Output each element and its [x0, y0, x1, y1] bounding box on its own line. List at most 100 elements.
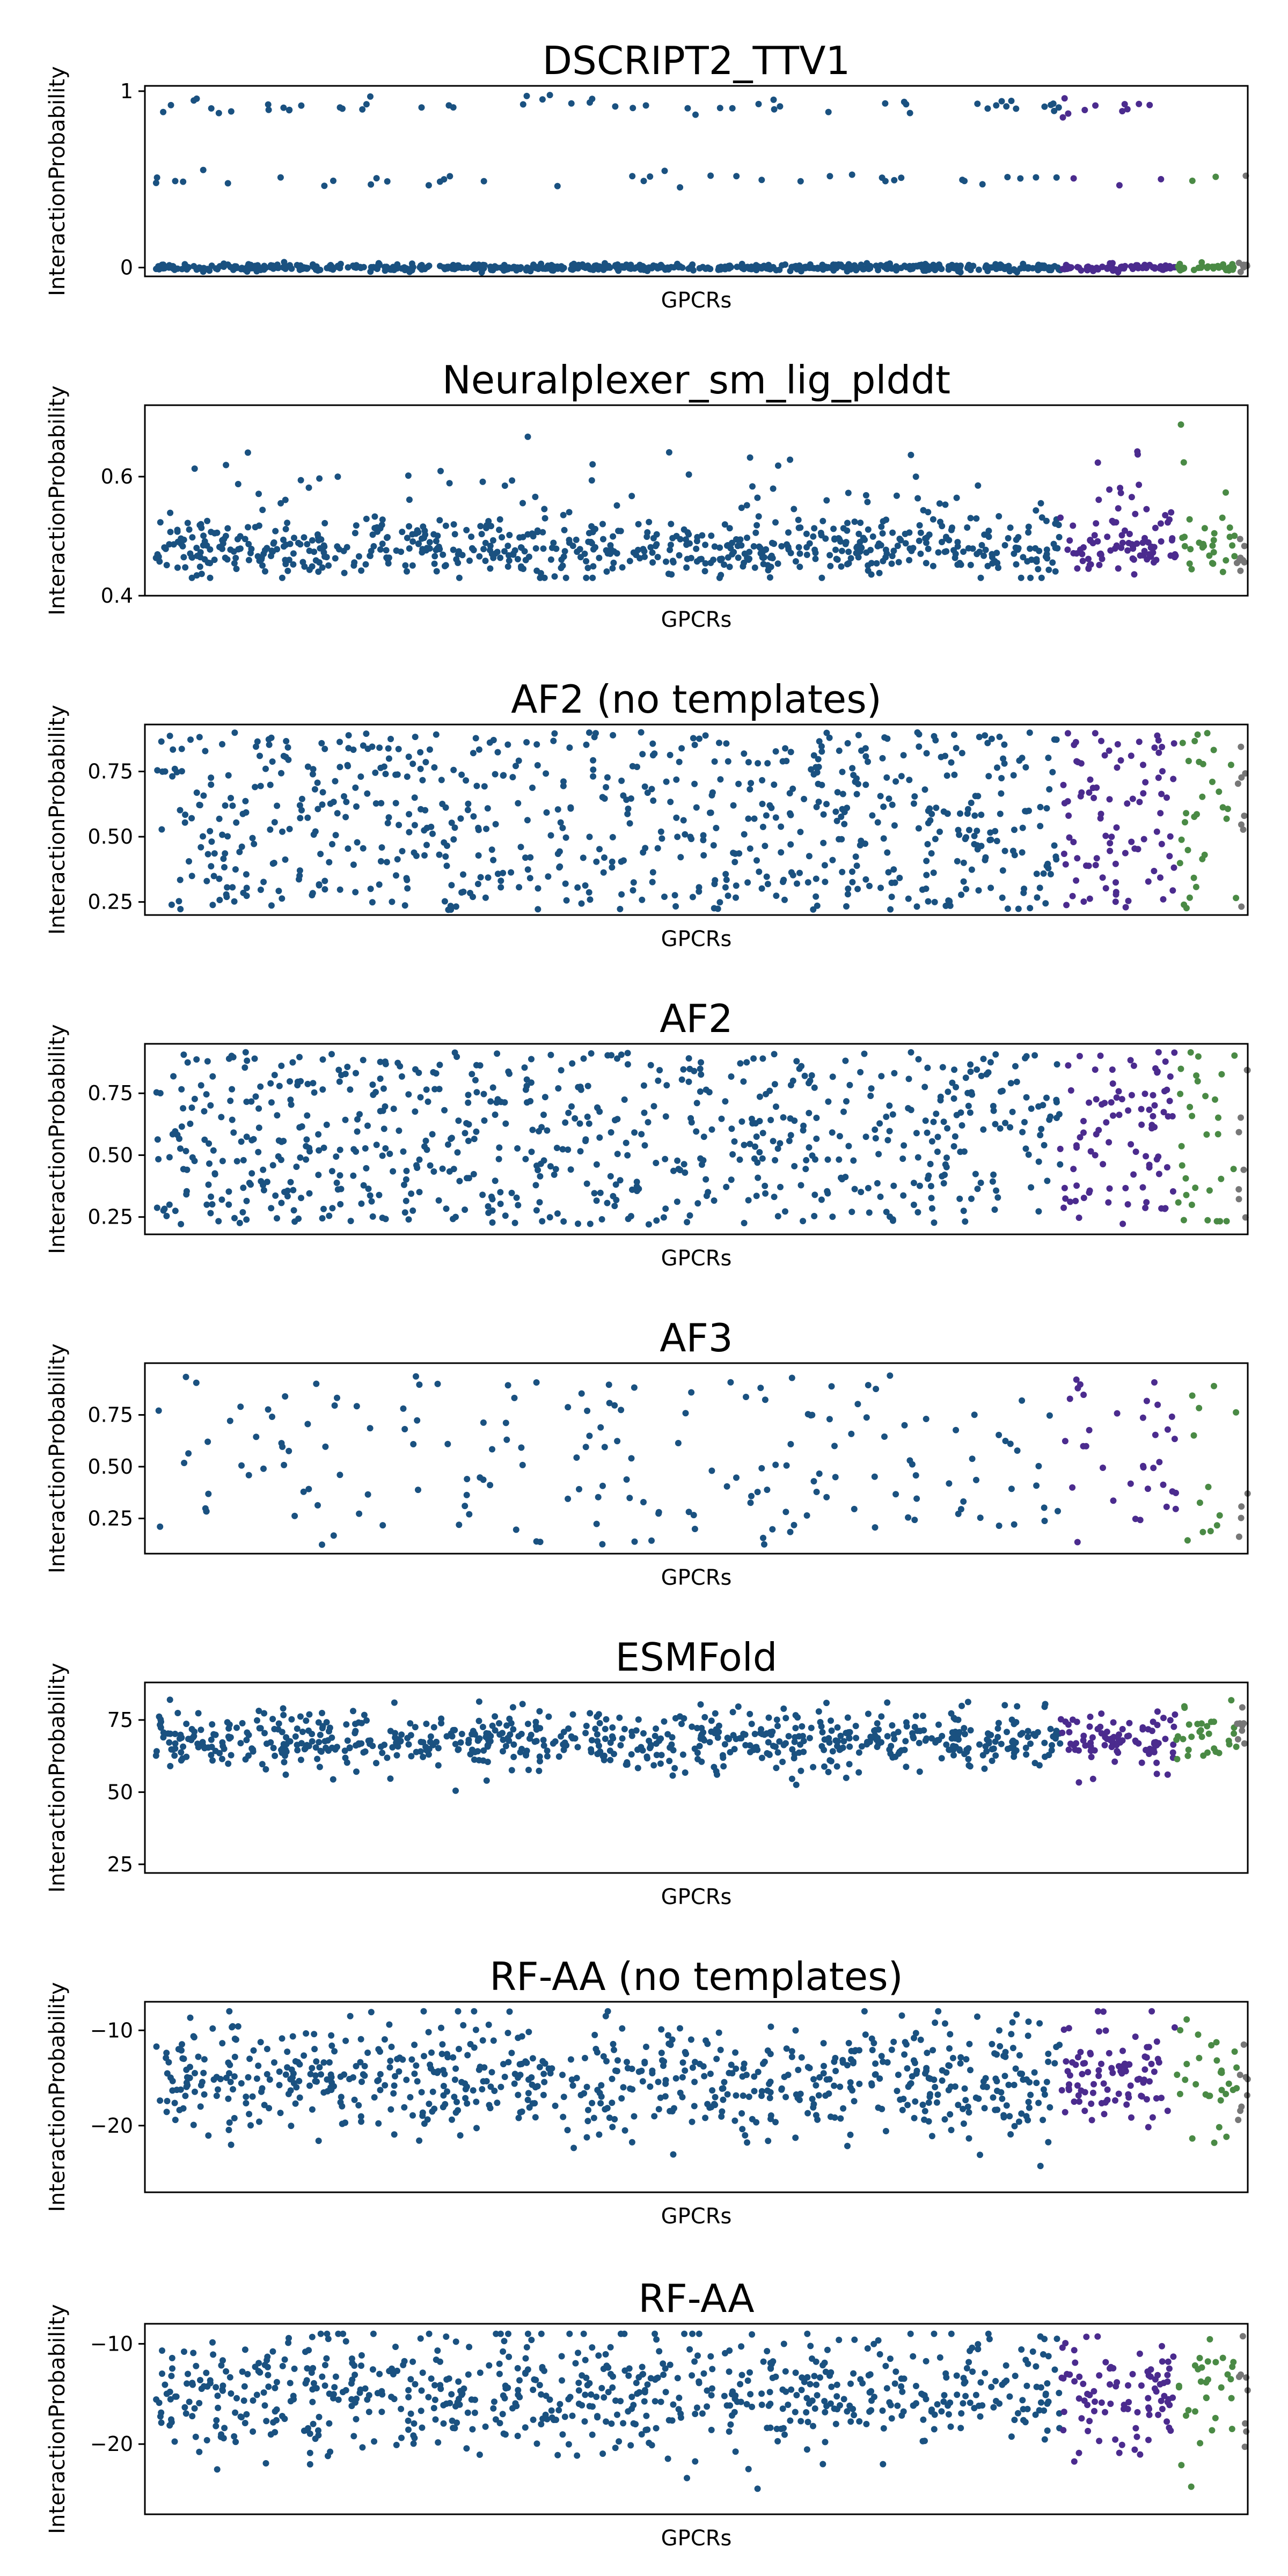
data-point: [733, 894, 739, 901]
data-point: [458, 2079, 465, 2085]
data-point: [626, 820, 633, 827]
data-point: [226, 1417, 233, 1424]
data-point: [777, 103, 784, 110]
data-point: [420, 2008, 427, 2015]
data-point: [799, 1723, 806, 1730]
data-point: [610, 1735, 617, 1742]
data-point: [816, 2074, 823, 2081]
data-point: [601, 854, 608, 861]
data-point: [982, 546, 989, 553]
data-point: [330, 1532, 337, 1539]
data-point: [283, 1734, 290, 1741]
data-point: [392, 2073, 398, 2080]
data-point: [406, 268, 413, 275]
data-point: [683, 564, 690, 571]
data-point: [889, 529, 896, 536]
data-point: [968, 800, 975, 806]
data-point: [917, 550, 924, 557]
data-point: [228, 1752, 235, 1759]
data-point: [575, 1084, 582, 1091]
data-point: [379, 1750, 386, 1757]
data-point: [343, 1759, 350, 1766]
data-point: [1091, 532, 1098, 539]
data-point: [1130, 1171, 1137, 1178]
data-point: [264, 1740, 270, 1747]
data-point: [487, 2105, 494, 2112]
data-point: [504, 1735, 511, 1741]
data-point: [604, 550, 611, 557]
data-point: [292, 1733, 299, 1740]
data-point: [649, 879, 656, 885]
data-point: [154, 1136, 161, 1143]
data-point: [1011, 1521, 1018, 1528]
data-point: [744, 264, 751, 271]
data-point: [367, 552, 374, 559]
data-point: [545, 1713, 552, 1720]
data-point: [269, 262, 276, 269]
data-point: [252, 1093, 259, 1100]
data-point: [391, 2131, 398, 2138]
data-point: [662, 2077, 669, 2084]
data-point: [347, 1086, 354, 1093]
data-point: [1191, 737, 1198, 744]
data-point: [1109, 1066, 1116, 1073]
data-point: [922, 267, 929, 274]
data-point: [609, 1724, 616, 1731]
y-tick-label: 0.75: [87, 1081, 133, 1105]
data-point: [937, 1097, 944, 1104]
data-point: [693, 538, 700, 545]
data-point: [1231, 1730, 1238, 1737]
data-point: [490, 737, 497, 743]
data-point: [1050, 1733, 1057, 1740]
data-point: [641, 266, 648, 273]
data-point: [818, 748, 825, 755]
data-point: [731, 2117, 738, 2124]
data-point: [383, 547, 390, 554]
data-point: [243, 2094, 250, 2100]
data-point: [947, 2111, 954, 2118]
data-point: [743, 1059, 750, 1066]
data-point: [1002, 1119, 1009, 1126]
data-point: [719, 1752, 726, 1759]
data-point: [927, 1183, 934, 1190]
data-point: [238, 843, 245, 850]
data-point: [452, 2065, 459, 2072]
data-point: [252, 784, 259, 791]
data-point: [748, 1115, 755, 1122]
data-point: [539, 529, 546, 536]
data-point: [508, 1767, 515, 1774]
data-point: [708, 1126, 715, 1133]
data-point: [1200, 1752, 1207, 1759]
data-point: [321, 877, 328, 884]
data-point: [897, 2096, 904, 2103]
data-point: [196, 522, 203, 529]
data-point: [996, 1523, 1002, 1529]
data-point: [363, 1717, 370, 1724]
data-point: [1038, 574, 1045, 581]
data-point: [224, 525, 231, 532]
data-point: [215, 2086, 221, 2093]
data-point: [904, 2065, 911, 2072]
data-point: [808, 1072, 815, 1079]
data-point: [1173, 1489, 1179, 1496]
data-point: [565, 1725, 572, 1732]
data-point: [868, 560, 875, 567]
data-point: [1238, 821, 1245, 828]
data-point: [679, 2094, 686, 2101]
data-point: [723, 1183, 730, 1190]
data-point: [1178, 836, 1185, 843]
data-point: [758, 1465, 765, 1472]
data-point: [771, 781, 778, 788]
data-point: [419, 777, 426, 784]
data-point: [491, 2088, 498, 2094]
data-point: [649, 740, 656, 747]
data-point: [169, 773, 176, 780]
data-point: [343, 544, 350, 551]
data-point: [1025, 1151, 1032, 1158]
data-point: [255, 1105, 262, 1112]
data-point: [475, 2066, 482, 2073]
data-point: [1237, 567, 1244, 574]
data-point: [499, 1730, 506, 1737]
data-point: [209, 1201, 216, 1208]
data-point: [440, 2092, 447, 2099]
